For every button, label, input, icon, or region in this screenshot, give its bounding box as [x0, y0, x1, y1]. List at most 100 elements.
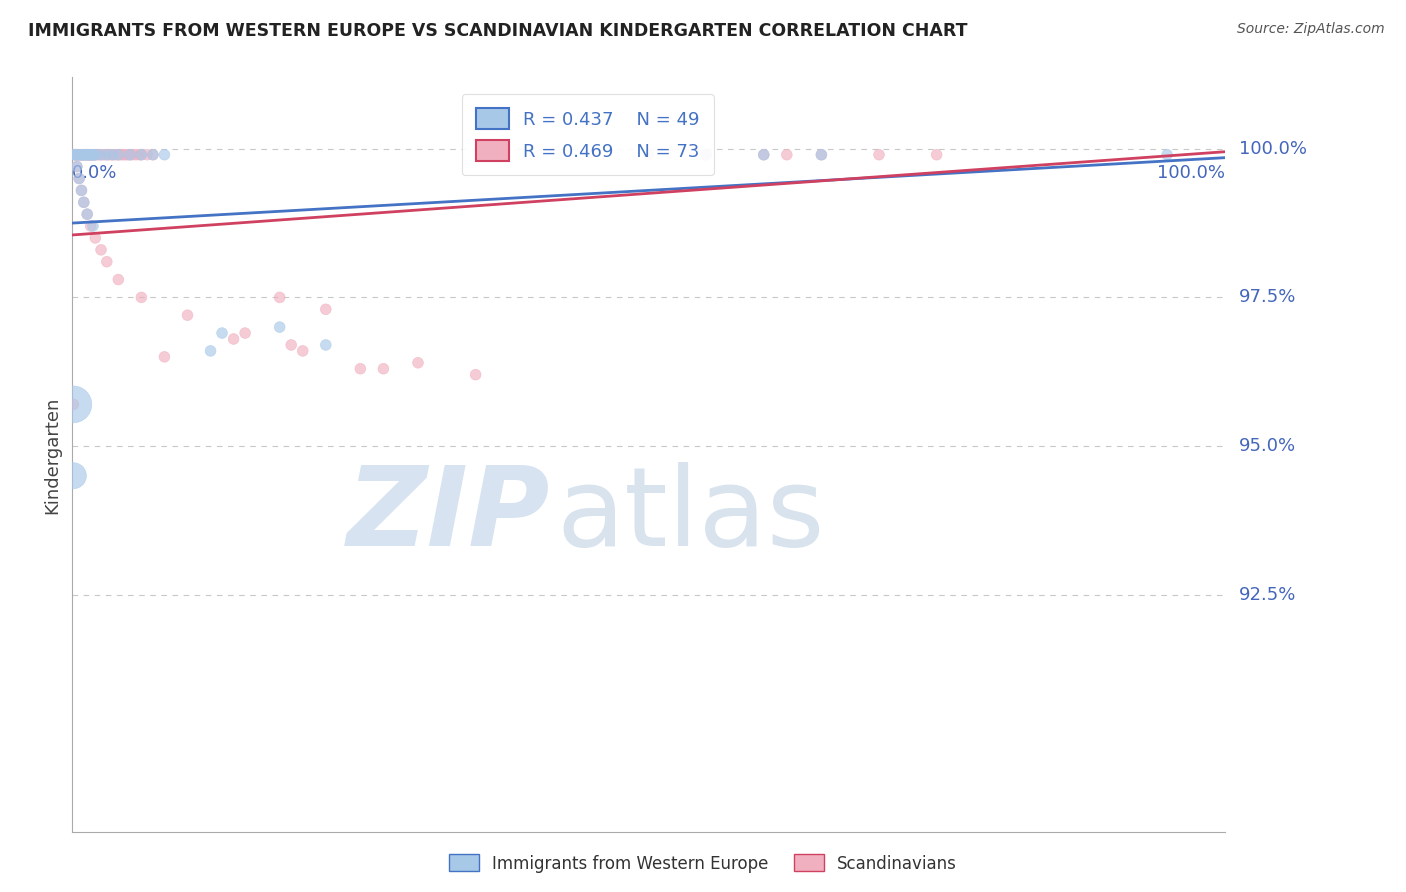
Point [136, 147, 159, 161]
Point [142, 147, 165, 161]
Point [752, 147, 775, 161]
Point [82, 147, 104, 161]
Y-axis label: Kindergarten: Kindergarten [44, 396, 60, 514]
Point [107, 147, 129, 161]
Point [79, 147, 101, 161]
Point [105, 147, 128, 161]
Point [70, 147, 93, 161]
Point [73, 147, 96, 161]
Point [62, 397, 84, 411]
Point [67, 171, 90, 186]
Point [62, 397, 84, 411]
Point [79, 219, 101, 233]
Legend: Immigrants from Western Europe, Scandinavians: Immigrants from Western Europe, Scandina… [443, 847, 963, 880]
Legend: R = 0.437    N = 49, R = 0.469    N = 73: R = 0.437 N = 49, R = 0.469 N = 73 [461, 94, 714, 176]
Text: 95.0%: 95.0% [1239, 437, 1296, 455]
Text: 97.5%: 97.5% [1239, 288, 1296, 306]
Point [76, 147, 98, 161]
Point [70, 183, 93, 197]
Point [118, 147, 141, 161]
Point [67, 147, 90, 161]
Point [83, 147, 105, 161]
Point [637, 147, 659, 161]
Point [90, 243, 112, 257]
Point [315, 302, 337, 317]
Point [73, 195, 96, 210]
Point [82, 147, 104, 161]
Point [96, 147, 118, 161]
Point [76, 207, 98, 221]
Point [211, 326, 233, 340]
Point [80, 147, 103, 161]
Point [142, 147, 165, 161]
Point [79, 147, 101, 161]
Point [72, 147, 94, 161]
Point [66, 147, 89, 161]
Point [91, 147, 114, 161]
Point [176, 308, 198, 322]
Point [63, 147, 86, 161]
Point [269, 290, 291, 304]
Point [89, 147, 111, 161]
Point [76, 207, 98, 221]
Point [233, 326, 256, 340]
Text: 100.0%: 100.0% [1157, 164, 1225, 182]
Point [291, 343, 314, 358]
Point [118, 147, 141, 161]
Point [124, 147, 146, 161]
Point [80, 147, 103, 161]
Point [93, 147, 115, 161]
Point [69, 147, 91, 161]
Point [107, 147, 129, 161]
Point [83, 147, 105, 161]
Point [86, 147, 108, 161]
Text: ZIP: ZIP [347, 462, 551, 569]
Point [131, 147, 153, 161]
Point [121, 147, 143, 161]
Point [62, 468, 84, 483]
Point [128, 147, 150, 161]
Point [79, 147, 101, 161]
Point [114, 147, 136, 161]
Point [73, 147, 96, 161]
Point [153, 147, 176, 161]
Point [131, 147, 153, 161]
Point [107, 272, 129, 286]
Point [96, 254, 118, 268]
Point [373, 361, 395, 376]
Point [98, 147, 121, 161]
Point [75, 147, 97, 161]
Point [103, 147, 125, 161]
Point [84, 231, 107, 245]
Point [63, 147, 86, 161]
Point [72, 147, 94, 161]
Text: atlas: atlas [557, 462, 825, 569]
Point [868, 147, 890, 161]
Text: 0.0%: 0.0% [72, 164, 118, 182]
Point [67, 147, 90, 161]
Point [65, 147, 87, 161]
Point [79, 147, 101, 161]
Point [90, 147, 112, 161]
Point [70, 147, 93, 161]
Point [77, 147, 100, 161]
Text: IMMIGRANTS FROM WESTERN EUROPE VS SCANDINAVIAN KINDERGARTEN CORRELATION CHART: IMMIGRANTS FROM WESTERN EUROPE VS SCANDI… [28, 22, 967, 40]
Point [349, 361, 371, 376]
Text: 100.0%: 100.0% [1239, 140, 1306, 158]
Point [73, 195, 96, 210]
Point [66, 147, 89, 161]
Point [695, 147, 717, 161]
Point [810, 147, 832, 161]
Point [695, 147, 717, 161]
Point [406, 356, 429, 370]
Point [117, 147, 139, 161]
Point [464, 368, 486, 382]
Point [752, 147, 775, 161]
Point [100, 147, 122, 161]
Point [153, 350, 176, 364]
Point [67, 171, 90, 186]
Point [84, 147, 107, 161]
Point [84, 147, 107, 161]
Point [101, 147, 124, 161]
Text: 92.5%: 92.5% [1239, 586, 1296, 604]
